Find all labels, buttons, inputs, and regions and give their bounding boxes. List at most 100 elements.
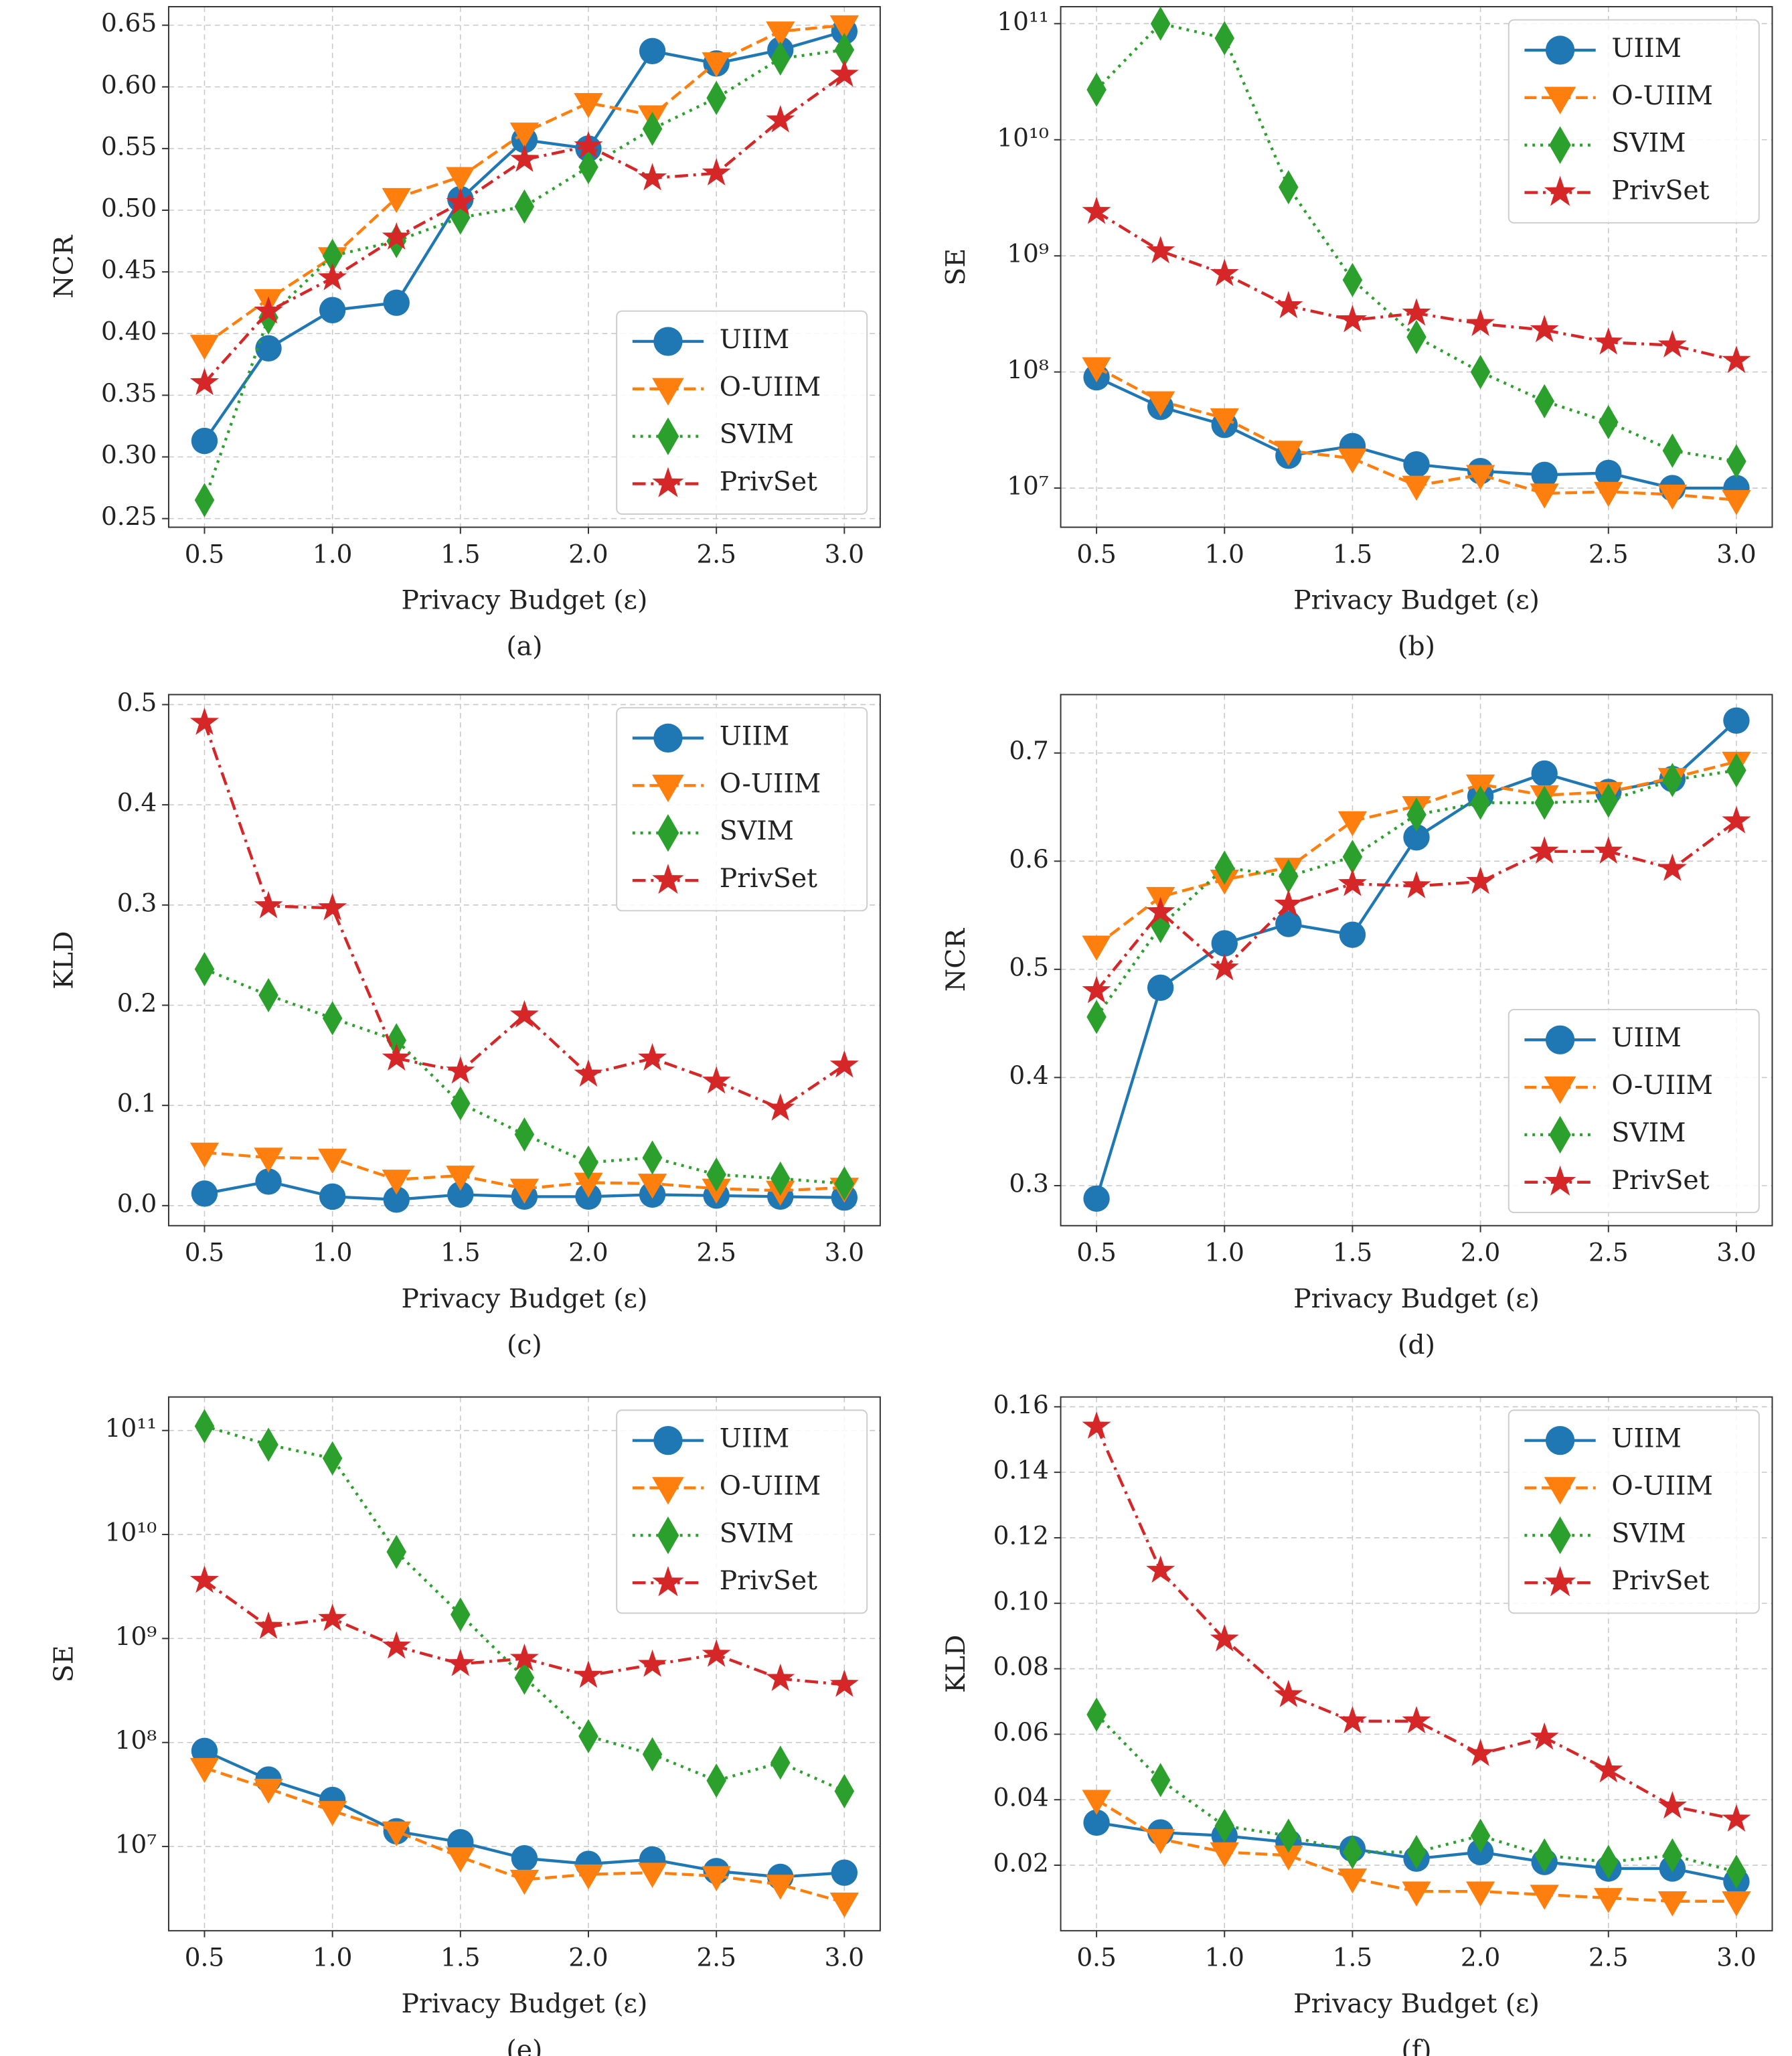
legend-marker (1544, 1076, 1576, 1104)
data-point (447, 1181, 474, 1208)
data-point (189, 1565, 220, 1593)
data-point (1406, 319, 1427, 354)
legend-box (616, 707, 868, 912)
data-point (1530, 1722, 1559, 1750)
data-point (702, 52, 731, 78)
data-point (514, 1117, 535, 1152)
data-point (1530, 1885, 1559, 1910)
x-tick-label: 3.0 (1716, 539, 1756, 568)
x-tick-label: 1.5 (440, 1238, 480, 1267)
data-point (642, 111, 663, 146)
data-point (383, 289, 410, 316)
data-point (255, 1168, 282, 1195)
data-point (254, 1148, 283, 1173)
legend-label: O-UIIM (1611, 1470, 1713, 1501)
legend-box (616, 1409, 868, 1614)
x-tick-label: 1.0 (1205, 1943, 1244, 1972)
data-point (1086, 1697, 1107, 1732)
data-point (1210, 953, 1239, 981)
y-axis-label: KLD (48, 931, 79, 990)
data-point (766, 21, 795, 47)
plot-frame (1060, 694, 1773, 1227)
caption: (f) (1401, 2035, 1431, 2056)
data-point (1662, 433, 1683, 468)
x-tick-label: 1.0 (313, 1238, 352, 1267)
data-point (1726, 1854, 1746, 1889)
data-point (1210, 408, 1239, 434)
data-point (1534, 1838, 1554, 1873)
data-point (254, 890, 283, 919)
legend-marker (653, 1425, 683, 1455)
y-tick-label: 0.30 (101, 440, 157, 469)
plot-frame (167, 694, 881, 1227)
x-tick-label: 1.5 (1333, 539, 1372, 568)
data-point (446, 167, 475, 192)
legend-marker (1544, 1165, 1576, 1196)
data-point (1339, 921, 1366, 948)
y-axis-label: NCR (48, 234, 79, 299)
data-point (446, 1166, 475, 1191)
data-point (1657, 330, 1687, 358)
data-point (1726, 444, 1746, 479)
data-point (322, 238, 343, 273)
data-point (1657, 484, 1688, 510)
data-point (255, 335, 282, 362)
data-point (637, 1863, 667, 1888)
data-point (706, 80, 726, 115)
legend-label: O-UIIM (1611, 1070, 1713, 1101)
data-point (318, 1603, 347, 1632)
data-point (574, 131, 603, 159)
data-point (1466, 308, 1495, 336)
legend: UIIM O-UIIM SVIM PrivSet (1508, 19, 1760, 224)
legend-box (616, 310, 868, 515)
data-point (702, 1066, 731, 1094)
series-line (1095, 1798, 1736, 1903)
legend-marker (652, 1566, 684, 1597)
data-point (1146, 236, 1175, 264)
data-point (766, 1663, 795, 1691)
y-tick-label: 0.5 (117, 688, 157, 717)
data-point (1594, 327, 1623, 355)
y-axis-label: KLD (941, 1635, 971, 1693)
y-tick-label: 10⁹ (115, 1622, 157, 1651)
x-tick-label: 2.5 (1589, 539, 1628, 568)
data-point (258, 1427, 278, 1462)
y-tick-label: 0.4 (117, 788, 157, 817)
y-tick-label: 0.35 (101, 378, 157, 408)
y-tick-label: 0.12 (993, 1520, 1049, 1550)
y-tick-label: 0.1 (117, 1089, 157, 1118)
legend-marker (1545, 1425, 1575, 1455)
data-point (1210, 258, 1239, 287)
caption: (c) (507, 1330, 542, 1360)
data-point (1214, 1808, 1235, 1843)
data-point (1337, 448, 1368, 474)
data-point (191, 1737, 218, 1764)
data-point (1594, 1755, 1623, 1783)
legend-marker (652, 864, 684, 894)
panel: 0.5 1.0 1.5 2.0 2.5 3.0 10⁷ 10⁸ 10⁹ 10¹⁰ 10¹¹ Priva… (48, 1396, 881, 2056)
data-point (829, 15, 860, 41)
data-point (451, 1597, 471, 1632)
data-point (1466, 1739, 1495, 1767)
data-point (446, 1847, 475, 1873)
y-tick-label: 10⁷ (1007, 471, 1049, 501)
data-point (1470, 355, 1491, 390)
y-tick-label: 0.02 (993, 1848, 1049, 1878)
legend-marker (1544, 1477, 1576, 1505)
data-point (702, 158, 731, 186)
data-point (322, 1001, 343, 1036)
legend-marker (1545, 1025, 1575, 1054)
data-point (1211, 930, 1238, 957)
plot-frame (167, 6, 881, 528)
legend: UIIM O-UIIM SVIM PrivSet (616, 707, 868, 912)
x-tick-label: 0.5 (185, 1943, 224, 1972)
y-tick-label: 10⁹ (1007, 239, 1049, 268)
data-point (1657, 853, 1687, 881)
series-line (1095, 760, 1737, 947)
x-tick-label: 1.0 (313, 539, 352, 568)
y-tick-label: 0.10 (993, 1586, 1049, 1615)
legend-label: PrivSet (1611, 175, 1709, 206)
data-point (189, 1757, 220, 1784)
legend-marker (1544, 1566, 1576, 1597)
data-point (639, 37, 666, 65)
